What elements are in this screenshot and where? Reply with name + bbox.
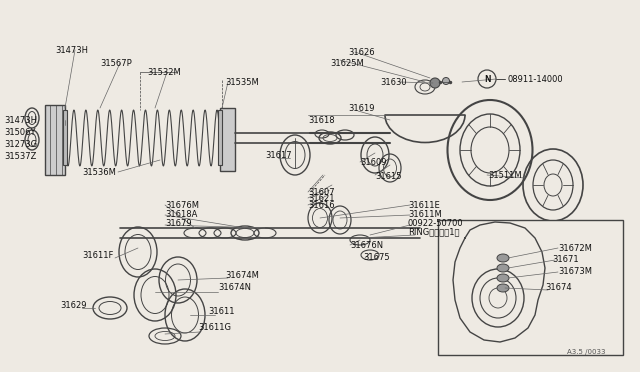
Text: 31626: 31626 [348, 48, 374, 57]
Text: 31675: 31675 [363, 253, 390, 262]
Ellipse shape [430, 78, 440, 88]
Text: 31473H: 31473H [55, 45, 88, 55]
Text: 31609: 31609 [360, 157, 387, 167]
Text: 31629: 31629 [60, 301, 86, 311]
Text: 31535M: 31535M [225, 77, 259, 87]
Text: RINGリング（1）: RINGリング（1） [408, 228, 460, 237]
Text: 31621: 31621 [308, 193, 335, 202]
Bar [63, 110, 67, 165]
Text: 31618A: 31618A [165, 209, 197, 218]
Text: A3.5 /0033: A3.5 /0033 [567, 349, 605, 355]
Text: 31616: 31616 [308, 201, 335, 209]
Bar [220, 108, 235, 171]
Text: 31619: 31619 [348, 103, 374, 112]
Text: 31611: 31611 [208, 308, 234, 317]
Text: 31671: 31671 [552, 256, 579, 264]
Text: 31674: 31674 [545, 283, 572, 292]
Text: 31532M: 31532M [147, 67, 180, 77]
Text: 31567P: 31567P [100, 58, 132, 67]
Text: 31273G: 31273G [4, 140, 37, 148]
Ellipse shape [497, 264, 509, 272]
Text: 31607: 31607 [308, 187, 335, 196]
Text: 31615: 31615 [375, 171, 401, 180]
Text: 31611F: 31611F [82, 250, 113, 260]
Text: 31506Y: 31506Y [4, 128, 35, 137]
Text: 31672M: 31672M [558, 244, 592, 253]
Bar [218, 110, 222, 165]
Ellipse shape [497, 254, 509, 262]
Text: 31617: 31617 [265, 151, 292, 160]
Text: 31611E: 31611E [408, 201, 440, 209]
Text: 31676N: 31676N [350, 241, 383, 250]
Text: 31611G: 31611G [198, 323, 231, 331]
Text: 08911-14000: 08911-14000 [507, 74, 563, 83]
Text: 31537Z: 31537Z [4, 151, 36, 160]
Bar [45, 105, 65, 175]
Ellipse shape [497, 274, 509, 282]
Ellipse shape [497, 284, 509, 292]
Text: 31673M: 31673M [558, 267, 592, 276]
Text: 31674N: 31674N [218, 283, 251, 292]
Text: 31473H: 31473H [4, 115, 37, 125]
Text: 31679: 31679 [165, 218, 191, 228]
Text: 31630: 31630 [380, 77, 406, 87]
Ellipse shape [442, 77, 449, 84]
Bar [438, 220, 623, 355]
Text: 31674M: 31674M [225, 270, 259, 279]
Text: 31618: 31618 [308, 115, 335, 125]
Text: 31536M: 31536M [82, 167, 116, 176]
Text: N: N [484, 74, 490, 83]
Text: 00922-50700: 00922-50700 [408, 218, 463, 228]
Text: 31625M: 31625M [330, 58, 364, 67]
Text: N: N [484, 74, 490, 83]
Text: 31611M: 31611M [408, 209, 442, 218]
Text: 31511M: 31511M [488, 170, 522, 180]
Text: 31676M: 31676M [165, 201, 199, 209]
